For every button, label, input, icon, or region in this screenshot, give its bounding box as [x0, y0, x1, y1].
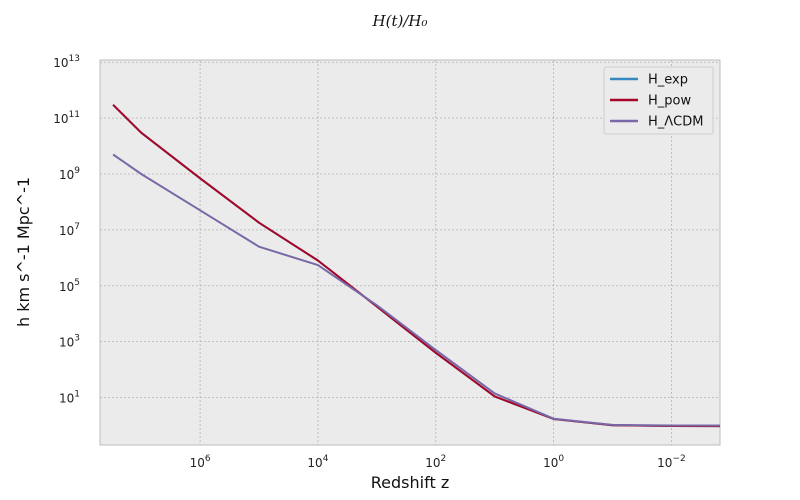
y-tick-label: 1013: [53, 54, 80, 70]
legend-entry-label: H_ΛCDM: [648, 115, 703, 130]
legend: H_exp H_pow H_ΛCDM: [603, 66, 714, 135]
y-tick-label: 101: [59, 390, 80, 406]
tick-exponent: 5: [74, 278, 80, 288]
x-tick-label: 104: [307, 454, 328, 470]
tick-base: 10: [59, 336, 74, 350]
y-axis-label: h km s^-1 Mpc^-1: [14, 177, 33, 327]
tick-base: 10: [59, 224, 74, 238]
tick-base: 10: [307, 456, 322, 470]
tick-base: 10: [59, 168, 74, 182]
tick-base: 10: [59, 392, 74, 406]
tick-exponent: 13: [69, 54, 80, 64]
y-tick-label: 109: [59, 166, 80, 182]
tick-exponent: 2: [441, 454, 447, 464]
tick-base: 10: [59, 280, 74, 294]
x-axis-ticks: 106 104 102 100 10−2: [190, 454, 686, 470]
x-tick-label: 106: [190, 454, 211, 470]
series-lines: [112, 104, 721, 428]
tick-exponent: 0: [558, 454, 564, 464]
y-tick-label: 1011: [53, 110, 80, 126]
tick-exponent: 1: [74, 390, 80, 400]
legend-entry-label: H_pow: [648, 94, 691, 109]
tick-base: 10: [543, 456, 558, 470]
tick-exponent: 6: [205, 454, 211, 464]
legend-entry-label: H_exp: [648, 73, 688, 88]
x-tick-label: 10−2: [657, 454, 686, 470]
tick-exponent: 9: [74, 166, 80, 176]
x-tick-label: 102: [425, 454, 446, 470]
tick-exponent: 7: [74, 222, 80, 232]
chart-title: H(t)/H₀: [372, 12, 428, 30]
tick-exponent: 11: [69, 110, 80, 120]
y-tick-label: 103: [59, 334, 80, 350]
series-line-H_ΛCDM: [112, 153, 720, 427]
tick-base: 10: [657, 456, 672, 470]
tick-base: 10: [53, 112, 68, 126]
tick-base: 10: [425, 456, 440, 470]
tick-base: 10: [53, 56, 68, 70]
legend-box: [603, 66, 714, 135]
tick-exponent: 4: [323, 454, 329, 464]
tick-base: 10: [190, 456, 205, 470]
x-axis-label: Redshift z: [371, 473, 449, 492]
tick-exponent: −2: [672, 454, 685, 464]
y-tick-label: 105: [59, 278, 80, 294]
y-tick-label: 107: [59, 222, 80, 238]
tick-exponent: 3: [74, 334, 80, 344]
x-tick-label: 100: [543, 454, 564, 470]
